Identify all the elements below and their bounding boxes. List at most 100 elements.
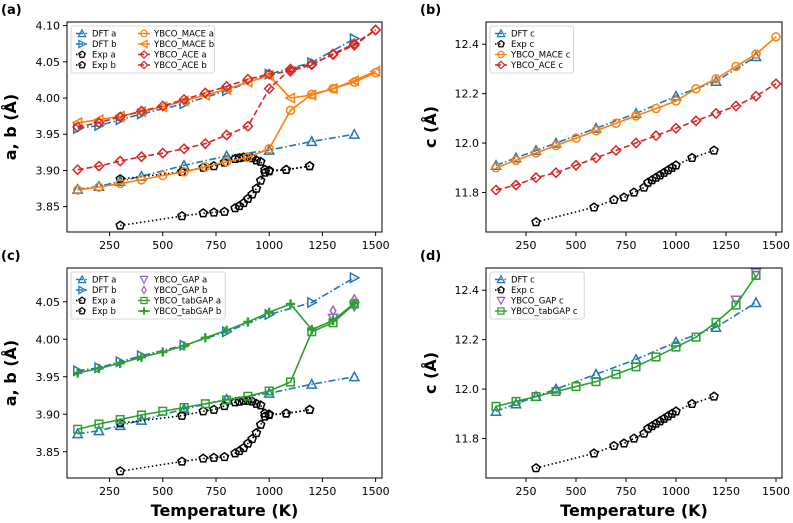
data-point <box>220 129 233 141</box>
data-point <box>157 100 169 112</box>
data-point <box>219 451 230 462</box>
data-point <box>263 82 275 95</box>
legend-marker <box>139 60 149 70</box>
data-point <box>348 128 361 139</box>
legend-item: DFT a <box>76 28 116 40</box>
data-point <box>304 160 315 171</box>
x-axis-label: Temperature (K) <box>560 501 708 520</box>
data-point <box>663 411 673 421</box>
data-point <box>264 166 275 176</box>
x-tick-label: 750 <box>205 239 226 252</box>
data-point <box>639 428 649 438</box>
data-point <box>263 68 275 80</box>
legend-label: DFT b <box>92 286 117 296</box>
legend-marker <box>140 307 148 315</box>
data-point <box>531 148 541 158</box>
data-point <box>511 155 521 166</box>
legend-label: DFT a <box>92 30 116 40</box>
data-point <box>750 90 762 102</box>
data-point <box>655 416 665 426</box>
x-tick-label: 250 <box>99 485 120 498</box>
legend-label: DFT a <box>92 276 116 286</box>
data-point <box>751 270 761 280</box>
legend-marker <box>77 28 87 38</box>
data-point <box>591 377 601 387</box>
data-point <box>619 438 629 448</box>
y-tick-label: 3.90 <box>36 408 61 421</box>
data-point <box>305 378 318 389</box>
data-point <box>114 155 126 167</box>
data-point <box>71 121 84 133</box>
data-point <box>349 298 359 308</box>
data-point <box>369 65 381 78</box>
series-line-exp-c <box>535 149 715 223</box>
data-point <box>659 413 669 423</box>
data-point <box>251 183 262 193</box>
data-point <box>650 129 662 142</box>
legend-marker <box>78 60 86 69</box>
plot-area <box>71 271 361 476</box>
x-tick-label: 1250 <box>712 239 740 252</box>
data-point <box>115 414 125 425</box>
data-point <box>551 386 561 397</box>
data-point <box>222 395 232 405</box>
data-point <box>94 363 104 374</box>
data-point <box>242 120 254 132</box>
data-point <box>238 152 249 162</box>
data-point <box>115 220 126 230</box>
data-point <box>643 423 653 433</box>
legend-label: Exp c <box>511 40 534 50</box>
data-point <box>200 399 210 409</box>
data-point <box>750 296 762 308</box>
legend-marker <box>497 50 505 59</box>
series-ybco-mace-c <box>491 32 781 173</box>
data-point <box>327 48 339 60</box>
data-point <box>511 396 521 406</box>
data-point <box>281 164 292 174</box>
data-point <box>348 38 360 50</box>
data-point <box>731 300 741 310</box>
data-point <box>571 382 581 392</box>
data-point <box>179 341 189 351</box>
legend-label: YBCO_ACE a <box>153 51 207 61</box>
y-tick-label: 12.0 <box>455 137 480 150</box>
axes-frame <box>66 21 383 233</box>
data-point <box>219 206 230 216</box>
series-line-exp-b <box>120 399 310 425</box>
data-point <box>177 410 187 420</box>
data-point <box>710 107 722 120</box>
data-point <box>348 39 360 51</box>
legend-item: YBCO_GAP a <box>139 276 207 286</box>
legend-label: YBCO_GAP a <box>153 276 207 286</box>
legend-item: YBCO_ACE b <box>138 60 207 71</box>
x-tick-label: 1250 <box>308 239 336 252</box>
data-point <box>284 63 297 75</box>
legend-item: YBCO_ACE a <box>138 49 207 61</box>
data-point <box>531 462 541 473</box>
data-point <box>177 210 187 221</box>
data-point <box>115 178 125 189</box>
y-axis-label: c (Å) <box>421 106 440 148</box>
legend-marker <box>78 296 86 304</box>
legend-item: YBCO_GAP b <box>141 285 207 296</box>
x-tick-label: 750 <box>616 239 637 252</box>
data-point <box>651 103 661 114</box>
data-point <box>94 419 104 429</box>
data-point <box>255 400 266 410</box>
data-point <box>589 202 599 212</box>
y-tick-label: 4.00 <box>36 333 61 346</box>
y-tick-label: 11.8 <box>455 432 480 445</box>
data-point <box>510 179 522 191</box>
data-point <box>284 92 296 104</box>
data-point <box>136 175 147 185</box>
data-point <box>243 391 253 401</box>
panel-label: (c) <box>1 249 21 264</box>
x-tick-label: 1250 <box>712 485 740 498</box>
x-tick-label: 500 <box>152 485 173 498</box>
data-point <box>247 433 258 444</box>
y-tick-label: 12.0 <box>455 383 480 396</box>
x-tick-label: 1500 <box>762 485 790 498</box>
data-point <box>490 184 502 196</box>
plot-area <box>490 268 762 473</box>
